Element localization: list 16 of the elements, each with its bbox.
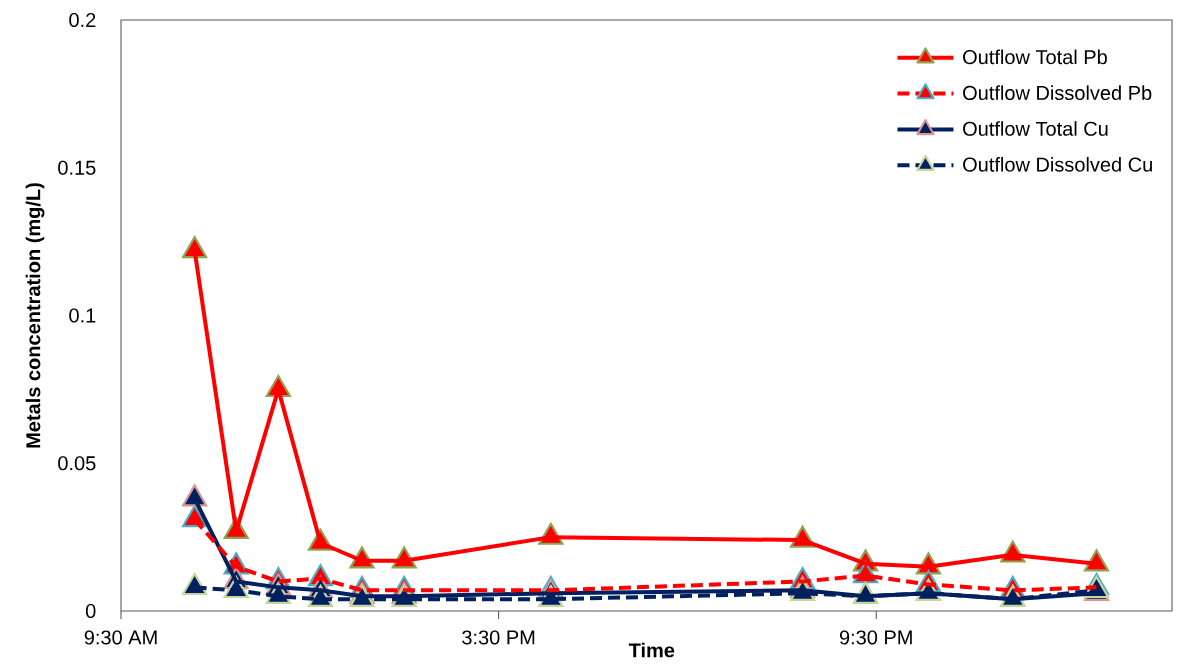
x-tick-label: 9:30 PM [839, 630, 912, 645]
legend-label: Outflow Dissolved Cu [963, 157, 1152, 172]
x-tick-label: 9:30 AM [84, 630, 157, 645]
y-tick-label: 0.1 [69, 308, 96, 323]
point [182, 572, 208, 596]
y-axis-title: Metals concentration (mg/L) [25, 183, 45, 448]
legend-label: Outflow Dissolved Pb [963, 85, 1152, 101]
x-axis-title: Time [628, 642, 675, 658]
point [182, 236, 208, 259]
legend-label: Outflow Total Cu [963, 121, 1108, 136]
y-tick-label: 0 [85, 603, 96, 619]
y-tick-label: 0.2 [69, 12, 96, 28]
y-tick-label: 0.15 [58, 160, 96, 175]
x-tick-label: 3:30 PM [462, 630, 535, 645]
y-tick-label: 0.05 [58, 456, 96, 471]
legend-label: Outflow Total Pb [963, 49, 1107, 65]
